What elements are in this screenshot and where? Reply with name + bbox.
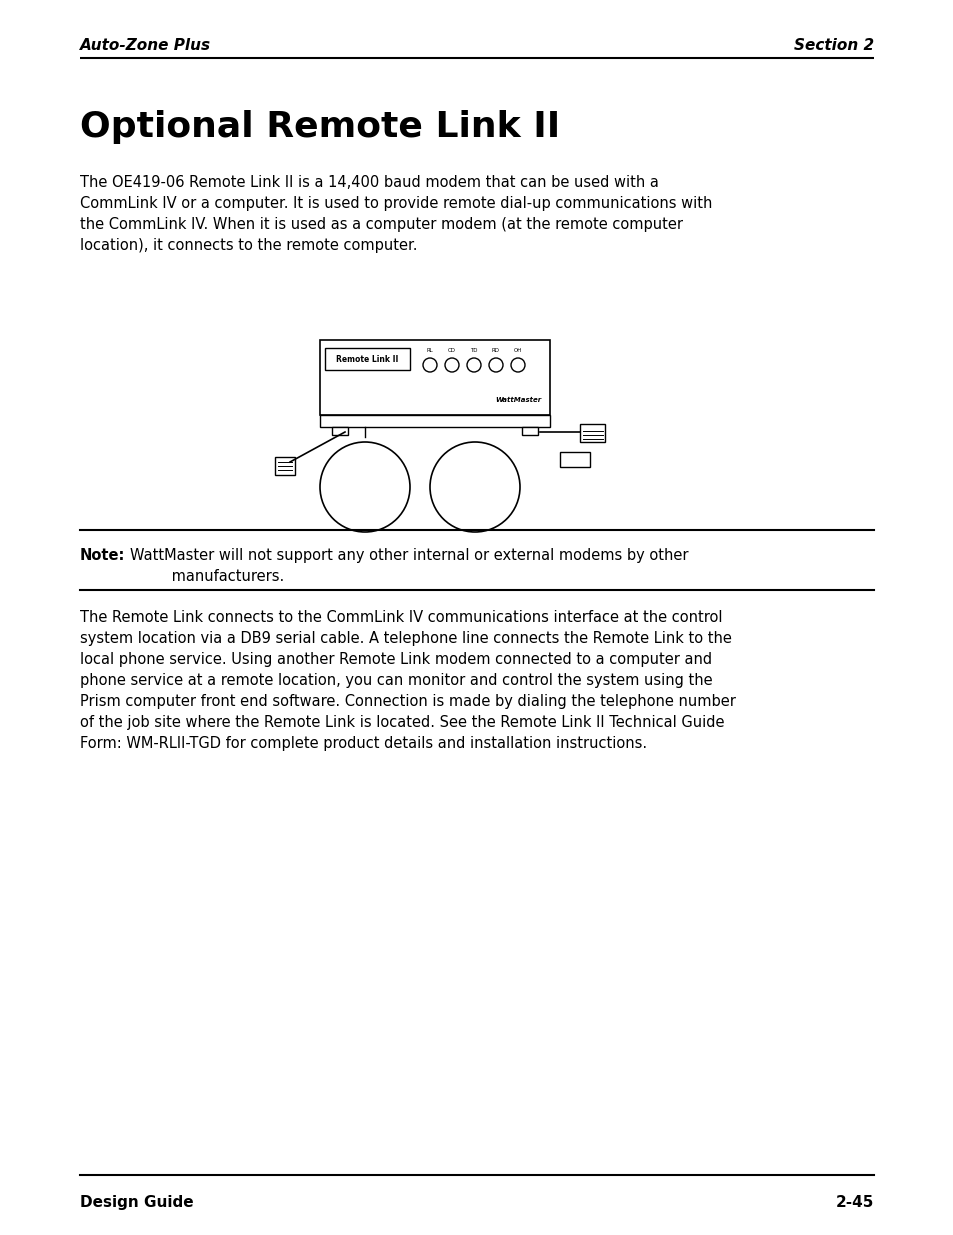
Bar — [521, 427, 537, 435]
Circle shape — [319, 442, 410, 532]
Bar — [559, 452, 589, 467]
Text: CD: CD — [448, 347, 456, 352]
Circle shape — [467, 358, 480, 372]
Text: RD: RD — [492, 347, 499, 352]
Text: Auto-Zone Plus: Auto-Zone Plus — [80, 37, 211, 53]
Text: The OE419-06 Remote Link II is a 14,400 baud modem that can be used with a
CommL: The OE419-06 Remote Link II is a 14,400 … — [80, 175, 712, 253]
Text: TD: TD — [470, 347, 477, 352]
Text: Note:: Note: — [80, 548, 125, 563]
Text: 2-45: 2-45 — [835, 1195, 873, 1210]
Text: WattMaster will not support any other internal or external modems by other
     : WattMaster will not support any other in… — [130, 548, 688, 584]
Bar — [274, 457, 294, 475]
Text: The Remote Link connects to the CommLink IV communications interface at the cont: The Remote Link connects to the CommLink… — [80, 610, 735, 751]
Text: Section 2: Section 2 — [793, 37, 873, 53]
Circle shape — [511, 358, 524, 372]
Bar — [579, 424, 604, 442]
Bar — [319, 415, 550, 427]
Circle shape — [444, 358, 458, 372]
Text: Optional Remote Link II: Optional Remote Link II — [80, 110, 559, 144]
Bar — [319, 340, 550, 415]
Text: OH: OH — [514, 347, 521, 352]
Circle shape — [489, 358, 502, 372]
Circle shape — [430, 442, 519, 532]
Circle shape — [422, 358, 436, 372]
Bar — [325, 348, 410, 370]
Text: Remote Link II: Remote Link II — [335, 354, 397, 363]
Text: Design Guide: Design Guide — [80, 1195, 193, 1210]
Text: RL: RL — [426, 347, 433, 352]
Text: WattMaster: WattMaster — [496, 396, 541, 403]
Bar — [332, 427, 348, 435]
